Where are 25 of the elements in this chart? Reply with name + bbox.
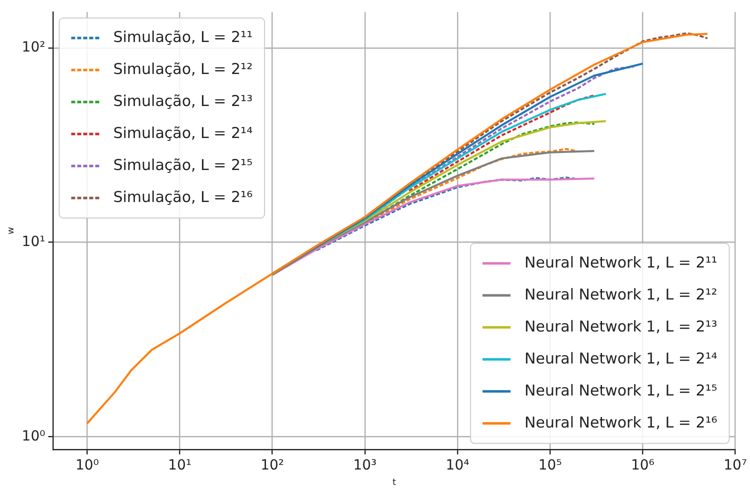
legend-label: Neural Network 1, L = 2¹⁶ <box>524 413 718 432</box>
legend-label: Simulação, L = 2¹¹ <box>113 28 253 46</box>
x-tick-label: 10⁴ <box>446 457 470 474</box>
legend-label: Neural Network 1, L = 2¹² <box>524 285 718 304</box>
legend-label: Neural Network 1, L = 2¹¹ <box>524 253 718 272</box>
x-tick-label: 10⁰ <box>75 457 100 474</box>
y-tick-label: 10² <box>22 40 46 56</box>
x-tick-label: 10³ <box>353 457 377 474</box>
x-tick-label: 10⁵ <box>538 457 562 474</box>
y-tick-label: 10⁰ <box>22 428 46 444</box>
x-tick-label: 10⁷ <box>724 457 748 474</box>
legend-label: Simulação, L = 2¹² <box>113 60 253 78</box>
legend-label: Neural Network 1, L = 2¹⁴ <box>524 349 718 368</box>
y-axis-title: w <box>6 227 17 234</box>
x-tick-label: 10¹ <box>168 457 192 474</box>
legend-label: Simulação, L = 2¹⁴ <box>113 124 253 142</box>
x-tick-label: 10⁶ <box>630 457 655 474</box>
legend-label: Simulação, L = 2¹⁶ <box>113 188 253 206</box>
y-tick-label: 10¹ <box>22 234 46 250</box>
legend-label: Neural Network 1, L = 2¹³ <box>524 317 718 336</box>
legend-label: Neural Network 1, L = 2¹⁵ <box>524 381 718 400</box>
legend-label: Simulação, L = 2¹³ <box>113 92 253 110</box>
x-axis-title: t <box>392 478 396 488</box>
x-tick-label: 10² <box>260 457 284 474</box>
legend-label: Simulação, L = 2¹⁵ <box>113 156 253 174</box>
